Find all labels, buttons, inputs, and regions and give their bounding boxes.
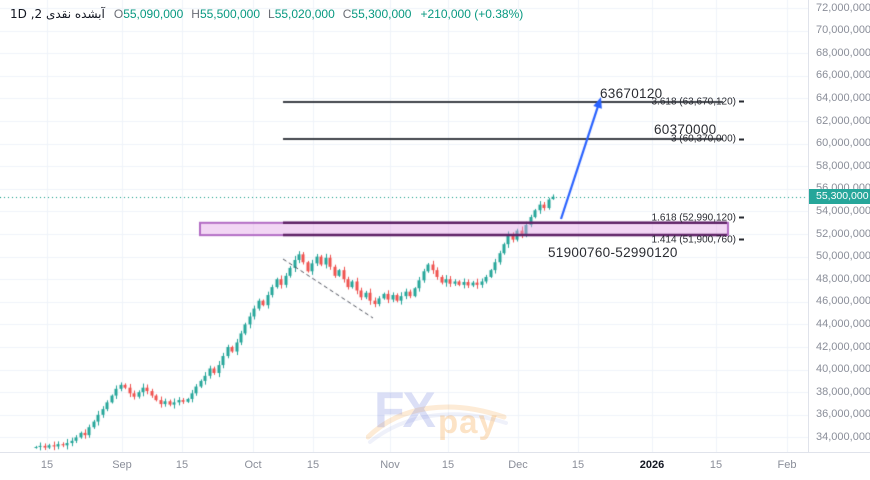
symbol-title[interactable]: آبشده نقدی 2, 1D <box>10 7 105 21</box>
price-tick-label: 46,000,000 <box>816 295 870 308</box>
ohlc-item: C55,300,000 <box>342 7 412 21</box>
last-price-badge: 55,300,000 <box>809 189 870 205</box>
time-tick-label: Dec <box>508 459 528 471</box>
price-tick-label: 40,000,000 <box>816 363 870 376</box>
time-tick-label: 15 <box>40 459 54 471</box>
ohlc-item: L55,020,000 <box>268 7 335 21</box>
time-tick-label: Oct <box>244 459 262 471</box>
annotation-target-lower[interactable]: 60370000 <box>654 122 717 137</box>
price-tick-label: 38,000,000 <box>816 385 870 398</box>
price-change: +210,000 (+0.38%) <box>420 7 524 21</box>
ohlc-item: O55,090,000 <box>113 7 184 21</box>
price-tick-label: 54,000,000 <box>816 204 870 217</box>
ohlc-values: O55,090,000 H55,500,000 L55,020,000 C55,300… <box>114 7 412 21</box>
time-tick-label: 15 <box>571 459 585 471</box>
fib-tick-dash <box>739 238 744 241</box>
time-tick-label: 2026 <box>639 459 665 471</box>
time-tick-label: Nov <box>380 459 400 471</box>
price-tick-label: 50,000,000 <box>816 250 870 263</box>
fib-tick-dash <box>739 138 744 141</box>
time-tick-label: 15 <box>709 459 723 471</box>
price-tick-label: 68,000,000 <box>816 46 870 59</box>
time-tick-label: 15 <box>441 459 455 471</box>
price-chart-canvas[interactable] <box>0 0 808 452</box>
price-tick-label: 48,000,000 <box>816 272 870 285</box>
time-tick-label: Feb <box>777 459 797 471</box>
price-axis[interactable]: 72,000,000 70,000,000 68,000,000 66,000,000… <box>808 0 870 452</box>
price-tick-label: 36,000,000 <box>816 408 870 421</box>
ohlc-item: H55,500,000 <box>191 7 260 21</box>
fib-level-label[interactable]: 1.414 (51,900,760) <box>651 235 744 246</box>
chart-legend: آبشده نقدی 2, 1D O55,090,000 H55,500,000 L… <box>10 7 523 21</box>
price-tick-label: 34,000,000 <box>816 430 870 443</box>
time-tick-label: Sep <box>112 459 132 471</box>
time-tick-label: 15 <box>306 459 320 471</box>
time-tick-label: 15 <box>175 459 189 471</box>
time-axis[interactable]: 15 Sep 15 Oct 15 Nov 15 Dec 15 2026 15 Feb <box>0 452 870 480</box>
price-tick-label: 62,000,000 <box>816 114 870 127</box>
price-tick-label: 72,000,000 <box>816 1 870 14</box>
price-tick-label: 44,000,000 <box>816 317 870 330</box>
price-tick-label: 52,000,000 <box>816 227 870 240</box>
annotation-target-upper[interactable]: 63670120 <box>600 86 663 101</box>
fib-level-label[interactable]: 1.618 (52,990,120) <box>651 212 744 223</box>
fib-tick-dash <box>739 216 744 219</box>
price-tick-label: 70,000,000 <box>816 24 870 37</box>
fib-level-label[interactable]: 3.618 (63,670,120) <box>651 97 744 108</box>
price-tick-label: 66,000,000 <box>816 69 870 82</box>
price-tick-label: 58,000,000 <box>816 159 870 172</box>
price-tick-label: 64,000,000 <box>816 91 870 104</box>
price-tick-label: 42,000,000 <box>816 340 870 353</box>
fib-tick-dash <box>739 100 744 103</box>
chart-pane[interactable]: آبشده نقدی 2, 1D O55,090,000 H55,500,000 L… <box>0 0 808 452</box>
fib-level-label[interactable]: 3 (60,370,000) <box>671 134 744 145</box>
price-tick-label: 60,000,000 <box>816 137 870 150</box>
annotation-zone-range[interactable]: 51900760-52990120 <box>548 245 678 260</box>
